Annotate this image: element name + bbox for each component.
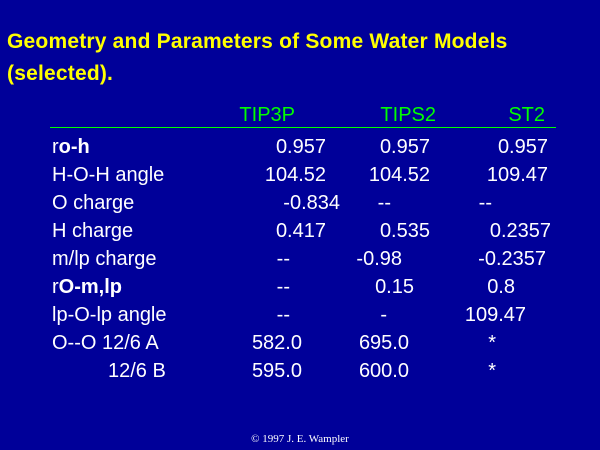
row-label: H-O-H angle (52, 164, 165, 186)
column-header-tip3p: TIP3P (239, 104, 295, 126)
cell-st2: 0.8 (487, 276, 515, 298)
row-label: rO-m,lp (52, 276, 123, 298)
cell-tips2: 104.52 (368, 164, 430, 186)
cell-tip3p: 0.417 (275, 220, 326, 242)
title-line-1: Geometry and Parameters of Some Water Mo… (7, 30, 508, 53)
row-label: lp-O-lp angle (52, 304, 167, 326)
table-row: ro-h 0.957 0.957 0.957 (0, 133, 600, 161)
cell-tips2: 695.0 (358, 332, 409, 354)
cell-tip3p: 582.0 (251, 332, 302, 354)
table-row: O charge -0.834 -- -- (0, 189, 600, 217)
row-label: ro-h (52, 136, 90, 158)
table-row: O--O 12/6 A 582.0 695.0 * (0, 329, 600, 357)
copyright-footer: © 1997 J. E. Wampler (251, 433, 349, 445)
cell-tip3p: 595.0 (251, 360, 302, 382)
cell-tip3p: -0.834 (283, 192, 340, 214)
cell-tips2: - (380, 304, 387, 326)
cell-st2: 0.957 (497, 136, 548, 158)
table-row: H charge 0.417 0.535 0.2357 (0, 217, 600, 245)
cell-st2: -0.2357 (478, 248, 546, 270)
cell-st2: 109.47 (486, 164, 548, 186)
cell-tip3p: -- (276, 304, 290, 326)
table-row: rO-m,lp -- 0.15 0.8 (0, 273, 600, 301)
cell-tips2: 0.15 (375, 276, 414, 298)
cell-tip3p: 0.957 (275, 136, 326, 158)
cell-st2: -- (478, 192, 492, 214)
cell-st2: 0.2357 (489, 220, 551, 242)
cell-tips2: -- (377, 192, 391, 214)
row-label: O--O 12/6 A (52, 332, 159, 354)
cell-tips2: 600.0 (358, 360, 409, 382)
cell-tips2: -0.98 (356, 248, 402, 270)
column-header-tips2: TIPS2 (380, 104, 436, 126)
cell-tip3p: -- (276, 248, 290, 270)
cell-st2: * (488, 332, 496, 354)
cell-tip3p: -- (276, 276, 290, 298)
table-row: m/lp charge -- -0.98 -0.2357 (0, 245, 600, 273)
cell-tips2: 0.957 (379, 136, 430, 158)
row-label: m/lp charge (52, 248, 157, 270)
table-row: H-O-H angle 104.52 104.52 109.47 (0, 161, 600, 189)
cell-tip3p: 104.52 (264, 164, 326, 186)
title-line-2: (selected). (7, 62, 114, 85)
row-label: O charge (52, 192, 135, 214)
column-header-st2: ST2 (508, 104, 545, 126)
cell-st2: * (488, 360, 496, 382)
table-row: 12/6 B 595.0 600.0 * (0, 357, 600, 385)
header-underline (50, 127, 556, 128)
slide-title: Geometry and Parameters of Some Water Mo… (7, 26, 587, 90)
cell-st2: 109.47 (464, 304, 526, 326)
row-label: H charge (52, 220, 134, 242)
cell-tips2: 0.535 (379, 220, 430, 242)
row-label: 12/6 B (108, 360, 166, 382)
table-row: lp-O-lp angle -- - 109.47 (0, 301, 600, 329)
